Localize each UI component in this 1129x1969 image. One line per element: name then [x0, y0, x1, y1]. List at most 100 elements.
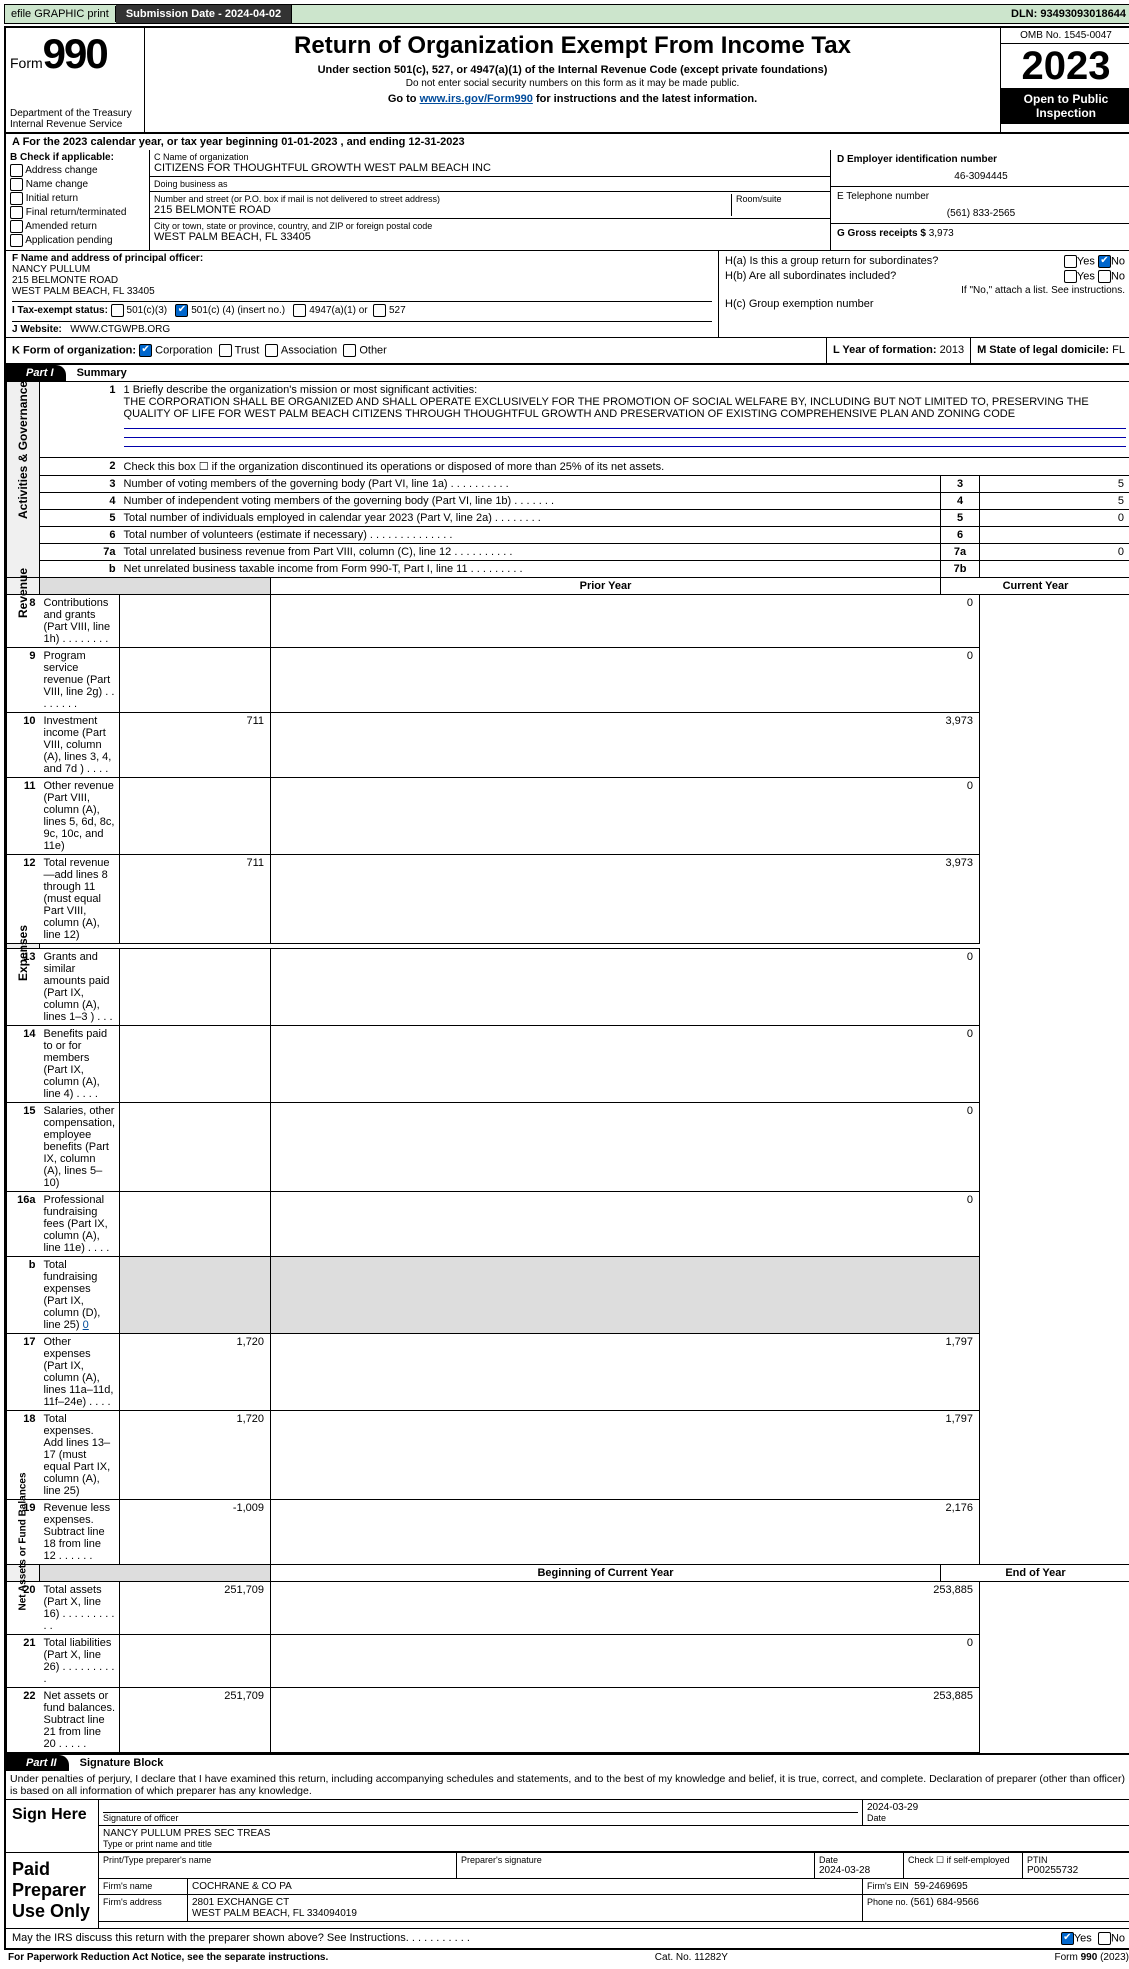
irs-link[interactable]: www.irs.gov/Form990 — [420, 93, 533, 105]
line16b-link[interactable]: 0 — [83, 1319, 89, 1331]
row-m: M State of legal domicile: FL — [970, 338, 1129, 363]
officer-addr2: WEST PALM BEACH, FL 33405 — [12, 286, 712, 297]
page-footer: For Paperwork Reduction Act Notice, see … — [4, 1950, 1129, 1965]
gross-value: 3,973 — [929, 228, 954, 239]
top-bar: efile GRAPHIC print Submission Date - 20… — [4, 4, 1129, 24]
part2-header: Part II — [6, 1755, 69, 1771]
firm-ein: 59-2469695 — [914, 1881, 967, 1892]
section-f: F Name and address of principal officer:… — [6, 251, 718, 337]
check-address-change[interactable]: Address change — [10, 164, 145, 177]
summary-row: bNet unrelated business taxable income f… — [7, 561, 1129, 578]
gross-label: G Gross receipts $ — [837, 228, 929, 239]
summary-row: 4Number of independent voting members of… — [7, 493, 1129, 510]
col-prior: Prior Year — [271, 578, 941, 595]
section-h: H(a) Is this a group return for subordin… — [718, 251, 1129, 337]
ein-label: D Employer identification number — [837, 154, 1125, 165]
org-name: CITIZENS FOR THOUGHTFUL GROWTH WEST PALM… — [154, 162, 826, 174]
firm-addr1: 2801 EXCHANGE CT — [192, 1897, 858, 1908]
sig-name: NANCY PULLUM PRES SEC TREAS — [103, 1828, 1127, 1839]
summary-row: 12Total revenue—add lines 8 through 11 (… — [7, 855, 1129, 944]
hb-note: If "No," attach a list. See instructions… — [725, 285, 1125, 296]
form-container: Form990 Department of the Treasury Inter… — [4, 26, 1129, 1950]
col-current: Current Year — [941, 578, 1129, 595]
paid-preparer-label: Paid Preparer Use Only — [6, 1853, 99, 1928]
mission-text: THE CORPORATION SHALL BE ORGANIZED AND S… — [124, 396, 1126, 420]
summary-row: 2Check this box ☐ if the organization di… — [7, 458, 1129, 476]
check-self-employed[interactable]: Check ☐ if self-employed — [904, 1853, 1023, 1878]
row-a-period: A For the 2023 calendar year, or tax yea… — [6, 134, 1129, 150]
side-revenue: Revenue — [16, 561, 30, 625]
summary-row: 20Total assets (Part X, line 16) . . . .… — [7, 1582, 1129, 1635]
summary-row: 13Grants and similar amounts paid (Part … — [7, 949, 1129, 1026]
check-discuss-yes[interactable]: ✔ — [1061, 1932, 1074, 1945]
check-ha-no[interactable]: ✔ — [1098, 255, 1111, 268]
omb-number: OMB No. 1545-0047 — [1001, 28, 1129, 44]
firm-phone: (561) 684-9566 — [911, 1897, 979, 1908]
dept-label: Department of the Treasury Internal Reve… — [10, 108, 140, 130]
summary-row: 9Program service revenue (Part VIII, lin… — [7, 648, 1129, 713]
check-corporation[interactable]: ✔ — [139, 344, 152, 357]
room-label: Room/suite — [736, 194, 826, 204]
side-expenses: Expenses — [16, 921, 30, 985]
summary-row: 16aProfessional fundraising fees (Part I… — [7, 1192, 1129, 1257]
footer-right: Form 990 (2023) — [1055, 1952, 1129, 1963]
summary-table: Activities & Governance 1 1 Briefly desc… — [6, 381, 1129, 1753]
footer-mid: Cat. No. 11282Y — [655, 1952, 728, 1963]
submission-button[interactable]: Submission Date - 2024-04-02 — [116, 5, 292, 23]
col-end: End of Year — [941, 1565, 1129, 1582]
side-netassets: Net Assets or Fund Balances — [18, 1547, 29, 1611]
summary-row: 10Investment income (Part VIII, column (… — [7, 713, 1129, 778]
website-value: WWW.CTGWPB.ORG — [70, 324, 170, 335]
summary-row: 5Total number of individuals employed in… — [7, 510, 1129, 527]
check-final-return[interactable]: Final return/terminated — [10, 206, 145, 219]
firm-addr2: WEST PALM BEACH, FL 334094019 — [192, 1908, 858, 1919]
side-governance: Activities & Governance — [16, 455, 30, 519]
row-i: I Tax-exempt status: 501(c)(3) ✔ 501(c) … — [12, 301, 712, 317]
perjury-declaration: Under penalties of perjury, I declare th… — [6, 1771, 1129, 1799]
phone-label: E Telephone number — [837, 191, 1125, 202]
phone-value: (561) 833-2565 — [837, 208, 1125, 219]
summary-row: 8Contributions and grants (Part VIII, li… — [7, 595, 1129, 648]
summary-row: 19Revenue less expenses. Subtract line 1… — [7, 1500, 1129, 1565]
dln: DLN: 93493093018644 — [1005, 6, 1129, 22]
check-name-change[interactable]: Name change — [10, 178, 145, 191]
part1-title: Summary — [69, 367, 127, 379]
summary-row: 21Total liabilities (Part X, line 26) . … — [7, 1635, 1129, 1688]
form-subtitle-1: Under section 501(c), 527, or 4947(a)(1)… — [149, 64, 996, 76]
officer-addr1: 215 BELMONTE ROAD — [12, 275, 712, 286]
mission-label: 1 Briefly describe the organization's mi… — [124, 384, 1126, 396]
tax-year: 2023 — [1001, 44, 1129, 88]
ptin-value: P00255732 — [1027, 1865, 1127, 1876]
row-j: J Website: WWW.CTGWPB.ORG — [12, 321, 712, 335]
check-501c4[interactable]: ✔ — [175, 304, 188, 317]
dba-label: Doing business as — [154, 179, 826, 189]
summary-row: 14Benefits paid to or for members (Part … — [7, 1026, 1129, 1103]
sig-officer-label: Signature of officer — [103, 1813, 858, 1823]
summary-row: 15Salaries, other compensation, employee… — [7, 1103, 1129, 1192]
form-number: Form990 — [10, 30, 140, 78]
form-subtitle-2: Do not enter social security numbers on … — [149, 78, 996, 89]
ein-value: 46-3094445 — [837, 171, 1125, 182]
summary-row: 7aTotal unrelated business revenue from … — [7, 544, 1129, 561]
summary-row: 11Other revenue (Part VIII, column (A), … — [7, 778, 1129, 855]
check-application-pending[interactable]: Application pending — [10, 234, 145, 247]
sig-date: 2024-03-29 — [867, 1802, 1127, 1813]
check-initial-return[interactable]: Initial return — [10, 192, 145, 205]
summary-row: 17Other expenses (Part IX, column (A), l… — [7, 1334, 1129, 1411]
summary-row: 6Total number of volunteers (estimate if… — [7, 527, 1129, 544]
summary-row: 18Total expenses. Add lines 13–17 (must … — [7, 1411, 1129, 1500]
section-b-label: B Check if applicable: — [10, 152, 145, 163]
open-inspection-badge: Open to Public Inspection — [1001, 88, 1129, 124]
summary-row: 22Net assets or fund balances. Subtract … — [7, 1688, 1129, 1753]
firm-name: COCHRANE & CO PA — [188, 1879, 863, 1894]
check-amended-return[interactable]: Amended return — [10, 220, 145, 233]
form-subtitle-3: Go to www.irs.gov/Form990 for instructio… — [149, 93, 996, 105]
section-de: D Employer identification number 46-3094… — [830, 150, 1129, 250]
footer-left: For Paperwork Reduction Act Notice, see … — [8, 1952, 328, 1963]
officer-label: F Name and address of principal officer: — [12, 253, 712, 264]
street-value: 215 BELMONTE ROAD — [154, 204, 731, 216]
city-label: City or town, state or province, country… — [154, 221, 826, 231]
officer-name: NANCY PULLUM — [12, 264, 712, 275]
form-header: Form990 Department of the Treasury Inter… — [6, 28, 1129, 134]
summary-row: 3Number of voting members of the governi… — [7, 476, 1129, 493]
